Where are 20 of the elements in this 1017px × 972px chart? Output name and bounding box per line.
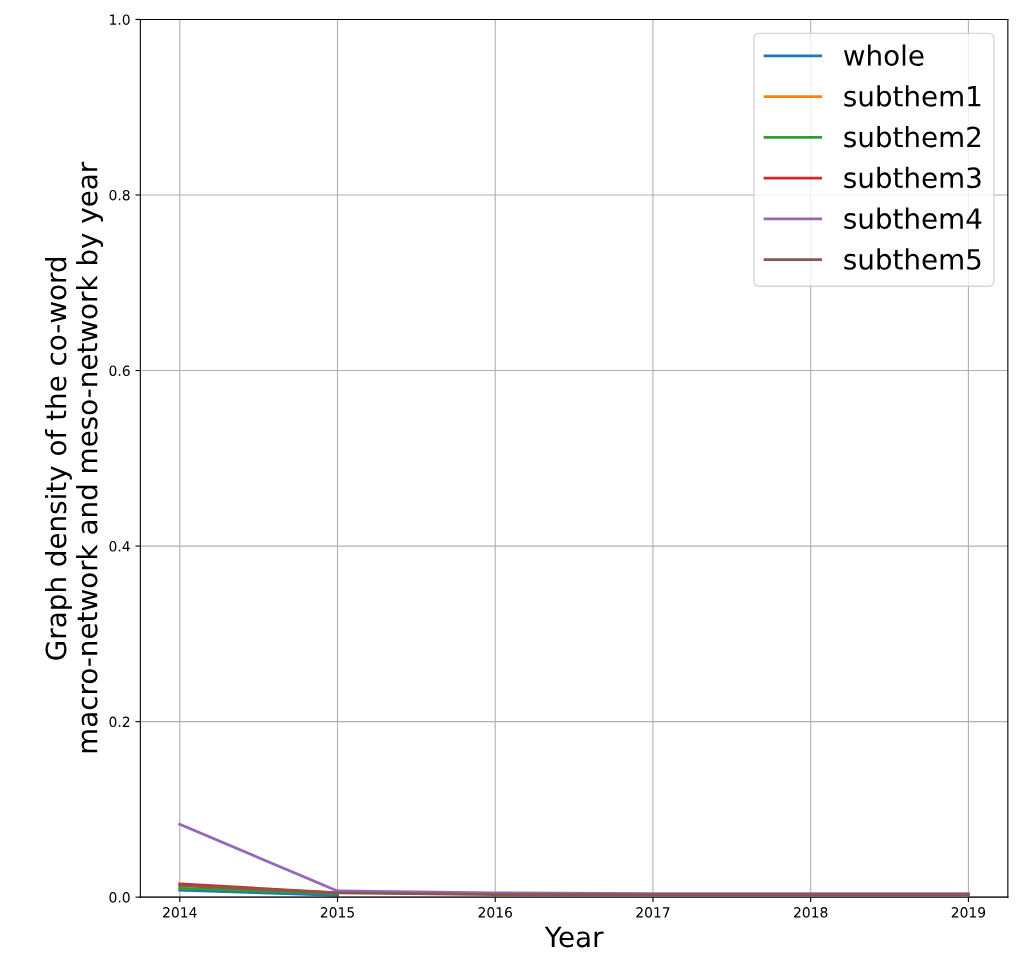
y-tick-label: 0.2 [109,716,130,728]
y-tick-label: 0.6 [109,365,130,376]
x-tick-label: 2018 [794,907,828,918]
x-tick-label: 2019 [951,907,986,918]
y-tick-label: 1.0 [110,14,130,25]
legend-label: whole [843,44,924,66]
y-axis-title: Graph density of the co-word macro-network and meso-network by year [44,161,103,753]
x-axis-title: Year [544,926,604,948]
legend-label: subthem1 [844,85,981,107]
x-tick-label: 2017 [636,907,670,918]
y-tick-label: 0.8 [109,189,130,201]
y-tick-label: 0.0 [109,892,130,903]
x-tick-label: 2014 [163,907,197,918]
legend-label: subthem5 [844,248,981,270]
y-tick-label: 0.4 [109,541,130,552]
legend-label: subthem2 [844,125,981,148]
legend-label: subthem3 [844,166,981,189]
legend-label: subthem4 [844,207,982,230]
x-tick-label: 2016 [478,907,513,918]
x-tick-label: 2015 [320,907,354,918]
